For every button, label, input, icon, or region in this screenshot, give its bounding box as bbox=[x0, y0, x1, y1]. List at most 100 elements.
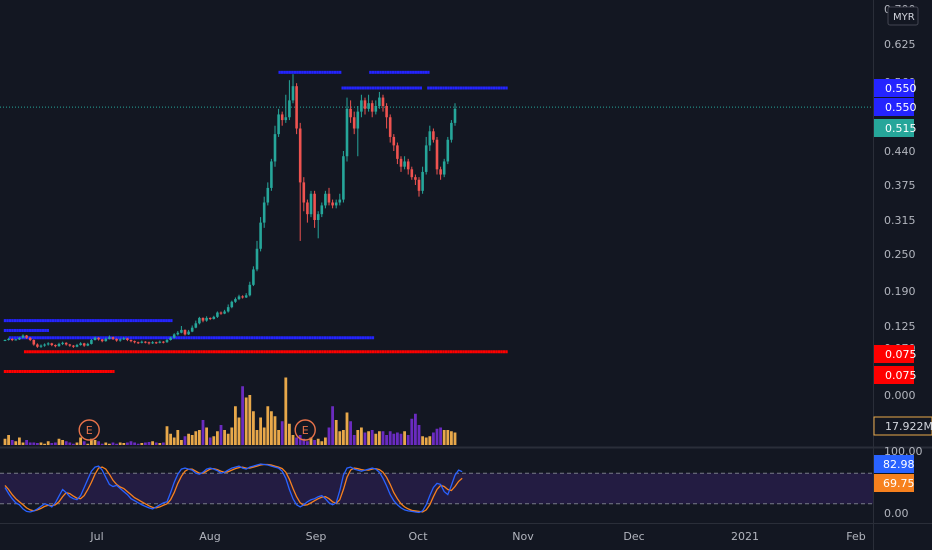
level-dot bbox=[505, 86, 508, 90]
candle-body bbox=[165, 340, 169, 343]
level-dot bbox=[71, 336, 75, 340]
candle-body bbox=[154, 342, 158, 344]
level-dot bbox=[283, 70, 286, 74]
level-dot bbox=[49, 369, 52, 373]
level-dot bbox=[281, 70, 284, 74]
volume-bar bbox=[180, 440, 183, 445]
level-dot bbox=[215, 336, 218, 340]
volume-bar bbox=[39, 442, 43, 445]
level-dot bbox=[331, 350, 334, 354]
price-badge: 0.550 bbox=[874, 79, 917, 97]
level-dot bbox=[124, 319, 128, 323]
candle-body bbox=[356, 111, 360, 129]
level-dot bbox=[84, 369, 87, 373]
level-dot bbox=[92, 336, 95, 340]
volume-bar bbox=[61, 440, 64, 445]
time-axis[interactable]: Jul Aug Sep Oct Nov Dec 2021 Feb bbox=[89, 530, 865, 543]
level-dot bbox=[376, 70, 380, 74]
level-dot bbox=[346, 86, 349, 90]
level-dot bbox=[427, 350, 430, 354]
volume-bar bbox=[25, 440, 28, 445]
level-dot bbox=[341, 350, 344, 354]
level-dot bbox=[245, 350, 249, 354]
level-dot bbox=[275, 336, 279, 340]
level-dot bbox=[165, 319, 168, 323]
level-dot bbox=[293, 336, 296, 340]
volume-bar bbox=[288, 423, 291, 445]
level-dot bbox=[36, 369, 39, 373]
level-dot bbox=[59, 319, 62, 323]
level-dot bbox=[464, 86, 468, 90]
level-dot bbox=[442, 350, 445, 354]
level-dot bbox=[218, 350, 221, 354]
level-dot bbox=[147, 350, 150, 354]
level-dot bbox=[470, 350, 473, 354]
level-dot bbox=[79, 319, 82, 323]
level-dot bbox=[434, 350, 438, 354]
candle-body bbox=[291, 86, 295, 101]
volume-bar bbox=[446, 430, 450, 445]
level-dot bbox=[167, 319, 170, 323]
level-dot bbox=[384, 70, 387, 74]
volume-bar bbox=[3, 438, 7, 445]
level-dot bbox=[149, 336, 153, 340]
level-dot bbox=[452, 86, 455, 90]
candle-body bbox=[90, 340, 93, 344]
candle-body bbox=[399, 158, 403, 167]
level-dot bbox=[311, 350, 314, 354]
level-dot bbox=[394, 86, 397, 90]
level-dot bbox=[389, 86, 392, 90]
level-dot bbox=[44, 369, 47, 373]
level-dot bbox=[278, 350, 281, 354]
level-dot bbox=[419, 70, 422, 74]
level-dot bbox=[134, 319, 138, 323]
level-dot bbox=[225, 336, 228, 340]
level-dot bbox=[190, 350, 193, 354]
level-dot bbox=[248, 336, 251, 340]
level-dot bbox=[401, 70, 405, 74]
level-dot bbox=[293, 350, 296, 354]
level-dot bbox=[81, 336, 85, 340]
price-badge: 0.550 bbox=[874, 98, 917, 116]
volume-bar bbox=[252, 411, 255, 445]
level-dot bbox=[117, 336, 120, 340]
level-dot bbox=[497, 86, 501, 90]
level-dot bbox=[298, 350, 302, 354]
level-dot bbox=[127, 350, 130, 354]
candle-body bbox=[273, 134, 277, 162]
level-dot bbox=[157, 350, 160, 354]
candle-body bbox=[241, 296, 244, 298]
level-dot bbox=[240, 350, 244, 354]
level-dot bbox=[104, 319, 107, 323]
volume-bar bbox=[399, 433, 403, 445]
earnings-marker[interactable]: E bbox=[294, 419, 316, 441]
level-dot bbox=[92, 350, 95, 354]
level-dot bbox=[11, 369, 14, 373]
candle-body bbox=[288, 100, 291, 118]
candle-body bbox=[36, 344, 39, 347]
level-dot bbox=[3, 328, 7, 332]
level-dot bbox=[51, 319, 55, 323]
candle-body bbox=[277, 114, 280, 135]
candle-body bbox=[68, 344, 72, 346]
level-dot bbox=[505, 350, 508, 354]
volume-bar bbox=[93, 440, 97, 445]
level-dot bbox=[8, 319, 12, 323]
level-dot bbox=[195, 336, 198, 340]
level-dot bbox=[386, 70, 390, 74]
level-dot bbox=[49, 319, 52, 323]
level-dot bbox=[94, 319, 97, 323]
earnings-marker[interactable]: E bbox=[78, 419, 100, 441]
level-dot bbox=[364, 86, 367, 90]
time-tick-label: Dec bbox=[623, 530, 644, 543]
level-dot bbox=[54, 350, 57, 354]
level-dot bbox=[81, 369, 85, 373]
level-dot bbox=[336, 350, 339, 354]
level-dot bbox=[144, 319, 148, 323]
level-dot bbox=[97, 350, 100, 354]
level-dot bbox=[64, 319, 67, 323]
candle-body bbox=[208, 317, 212, 319]
